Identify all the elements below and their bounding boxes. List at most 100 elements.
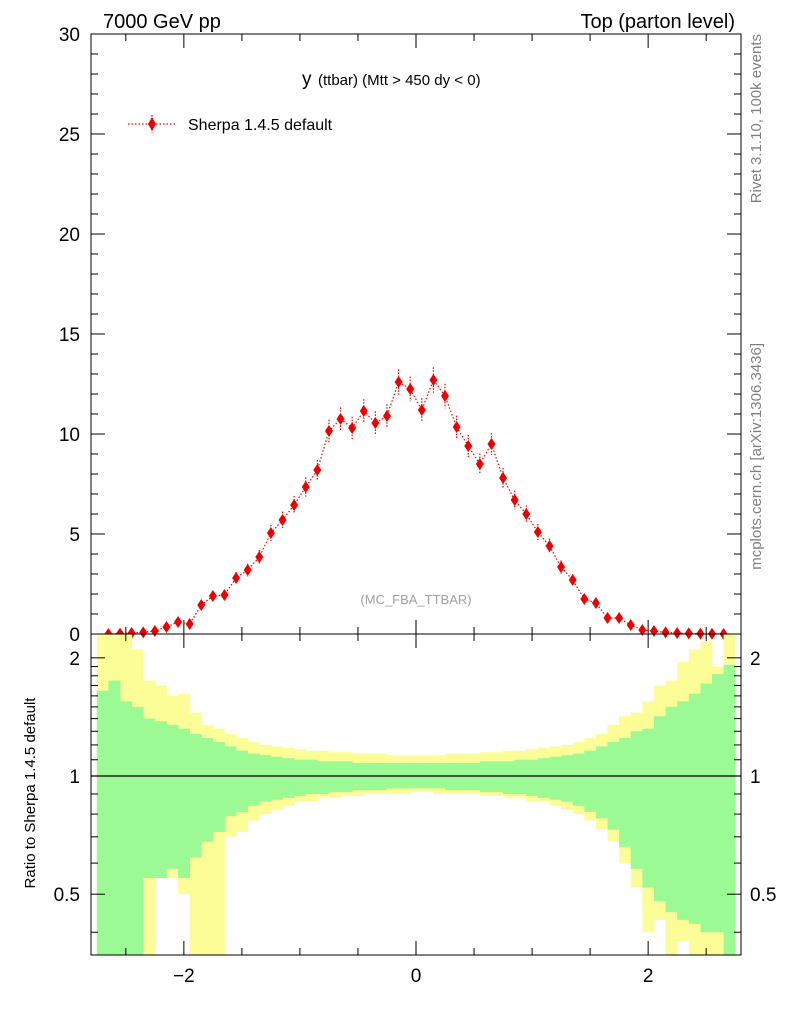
ratio-band-inner-bin [514, 759, 527, 794]
ratio-band-inner-bin [189, 733, 202, 858]
ratio-band-inner-bin [154, 721, 167, 878]
analysis-watermark: (MC_FBA_TTBAR) [360, 592, 471, 607]
series-point-diamond [336, 413, 345, 425]
series-point-diamond [591, 597, 600, 609]
header-right-label: Top (parton level) [580, 11, 735, 33]
mcplots-reference-label: mcplots.cern.ch [arXiv:1306.3436] [748, 343, 765, 570]
ratio-y-tick-label-right: 0.5 [750, 885, 776, 906]
ratio-band-inner-bin [201, 737, 214, 842]
ratio-band-inner-bin [166, 724, 179, 869]
series-point-diamond [382, 410, 391, 422]
ratio-band-inner-bin [607, 742, 620, 830]
series-point-diamond [185, 618, 194, 630]
ratio-band-inner-bin [630, 731, 643, 869]
series-point-diamond [487, 438, 496, 450]
series-point-diamond [649, 625, 658, 637]
main-y-tick-label: 20 [59, 225, 80, 246]
series-point-diamond [359, 405, 368, 417]
series-point-diamond [545, 540, 554, 552]
series-point-diamond [533, 526, 542, 538]
ratio-panel: 0.5 0.5 1 1 2 2 −2 0 2 Ratio to Sherpa 1.4.5 def… [22, 633, 776, 987]
ratio-band-inner-bin [572, 753, 585, 806]
ratio-ylabel: Ratio to Sherpa 1.4.5 default [22, 697, 39, 889]
ratio-band-inner-bin [479, 761, 492, 793]
series-point-diamond [266, 527, 275, 539]
ratio-band-inner-bin [549, 756, 562, 800]
ratio-band-inner-bin [294, 759, 307, 796]
ratio-band-inner-bin [700, 683, 713, 933]
ratio-band-inner-bin [108, 680, 121, 955]
main-series [104, 367, 728, 640]
ratio-band-inner-bin [236, 750, 249, 812]
series-point-diamond [429, 374, 438, 386]
series-point-diamond [510, 494, 519, 506]
legend: Sherpa 1.4.5 default [128, 115, 333, 134]
ratio-band-inner-bin [537, 758, 550, 798]
ratio-band-inner-bin [503, 761, 516, 794]
series-point-diamond [208, 590, 217, 602]
main-y-tick-label: 10 [59, 425, 80, 446]
ratio-band-inner-bin [561, 755, 574, 802]
ratio-axes: 0.5 0.5 1 1 2 2 −2 0 2 [54, 633, 776, 987]
ratio-band-inner-bin [642, 728, 655, 888]
series-point-diamond [522, 508, 531, 520]
series-point-diamond [394, 376, 403, 388]
series-point-diamond [232, 572, 241, 584]
ratio-band-inner-bin [131, 706, 144, 955]
main-y-tick-label: 25 [59, 125, 80, 146]
main-y-tick-label: 0 [69, 625, 80, 646]
ratio-y-tick-label-right: 2 [750, 649, 761, 670]
legend-series-label: Sherpa 1.4.5 default [188, 117, 333, 134]
ratio-y-tick-label-right: 1 [750, 767, 761, 788]
series-point-diamond [139, 626, 148, 639]
ratio-bands [96, 634, 736, 955]
series-point-diamond [568, 574, 577, 586]
series-point-diamond [499, 472, 508, 484]
ratio-band-inner-bin [328, 761, 341, 793]
series-point-diamond [638, 624, 647, 636]
series-point-diamond [174, 616, 183, 628]
series-point-diamond [278, 514, 287, 526]
series-point-diamond [197, 599, 206, 611]
plot-title-sub: (ttbar) (Mtt > 450 dy < 0) [318, 72, 481, 89]
series-point-diamond [603, 612, 612, 624]
series-point-diamond [290, 499, 299, 511]
ratio-band-inner-bin [340, 761, 353, 793]
series-point-diamond [324, 425, 333, 437]
main-y-tick-label: 15 [59, 325, 80, 346]
series-point-diamond [684, 627, 693, 640]
ratio-band-inner-bin [688, 693, 701, 924]
series-point-diamond [255, 551, 264, 563]
main-axes: 0 5 10 15 20 25 30 [59, 25, 742, 646]
ratio-band-inner-bin [723, 664, 736, 955]
series-point-diamond [417, 404, 426, 416]
series-point-diamond [615, 612, 624, 624]
series-point-diamond [661, 626, 670, 639]
series-point-diamond [557, 561, 566, 573]
series-point-diamond [464, 440, 473, 452]
series-point-diamond [150, 625, 159, 637]
series-point-diamond [220, 589, 229, 601]
ratio-band-inner-bin [282, 758, 295, 798]
ratio-band-inner-bin [595, 746, 608, 819]
series-point-diamond [626, 619, 635, 631]
series-point-diamond [301, 481, 310, 493]
ratio-band-inner-bin [96, 690, 109, 955]
ratio-y-tick-label: 1 [69, 767, 80, 788]
ratio-band-inner-bin [665, 706, 678, 913]
legend-diamond-marker [148, 117, 156, 131]
ratio-x-tick-label: −2 [173, 966, 195, 987]
series-point-diamond [313, 464, 322, 476]
series-point-diamond [243, 564, 252, 576]
ratio-y-tick-label: 0.5 [54, 885, 80, 906]
series-point-diamond [673, 627, 682, 639]
ratio-band-inner-bin [212, 742, 225, 833]
series-point-diamond [371, 417, 380, 429]
ratio-band-inner-bin [143, 718, 156, 878]
ratio-x-tick-label: 0 [411, 966, 422, 987]
ratio-band-inner-bin [653, 716, 666, 902]
main-panel: 0 5 10 15 20 25 30 y (ttbar) (Mtt > 450 dy < 0… [59, 25, 742, 646]
series-point-diamond [475, 458, 484, 470]
series-point-diamond [452, 421, 461, 433]
